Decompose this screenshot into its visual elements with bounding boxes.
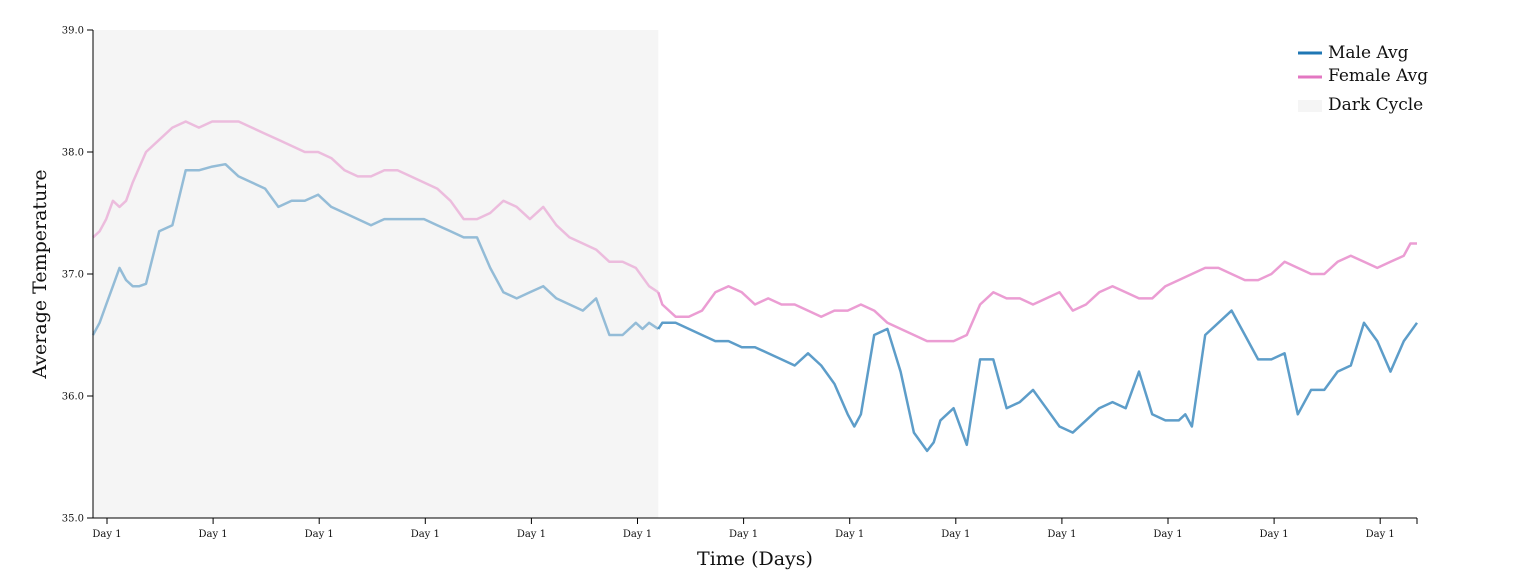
x-tick-label: Day 1 — [305, 529, 334, 540]
y-tick-label: 37.0 — [62, 270, 84, 281]
y-tick-label: 38.0 — [62, 148, 84, 159]
x-tick-label: Day 1 — [1047, 529, 1076, 540]
x-tick-label: Day 1 — [835, 529, 864, 540]
y-tick-label: 39.0 — [62, 26, 84, 37]
female-avg-line-dark-cycle — [92, 120, 659, 294]
dark-cycle-band — [93, 30, 659, 518]
x-tick-label: Day 1 — [729, 529, 758, 540]
female-avg-line — [657, 242, 1417, 343]
x-tick-label: Day 1 — [411, 529, 440, 540]
legend: Male Avg Female Avg Dark Cycle — [1298, 43, 1428, 115]
x-tick-label: Day 1 — [1153, 529, 1182, 540]
x-tick-label: Day 1 — [92, 529, 121, 540]
male-avg-line — [657, 309, 1419, 453]
y-tick-label: 36.0 — [62, 392, 84, 403]
legend-swatch-dark-cycle — [1298, 100, 1322, 112]
legend-label-dark-cycle: Dark Cycle — [1328, 95, 1423, 115]
x-tick-label: Day 1 — [941, 529, 970, 540]
y-axis-title: Average Temperature — [29, 169, 51, 379]
x-axis-title: Time (Days) — [697, 548, 813, 570]
y-tick-label: 35.0 — [62, 514, 84, 525]
x-tick-label: Day 1 — [1366, 529, 1395, 540]
legend-label-male: Male Avg — [1328, 43, 1409, 63]
x-tick-label: Day 1 — [517, 529, 546, 540]
male-avg-line-dark-cycle — [91, 162, 659, 337]
x-tick-label: Day 1 — [199, 529, 228, 540]
x-tick-label: Day 1 — [1260, 529, 1289, 540]
x-tick-label: Day 1 — [623, 529, 652, 540]
legend-label-female: Female Avg — [1328, 66, 1428, 86]
